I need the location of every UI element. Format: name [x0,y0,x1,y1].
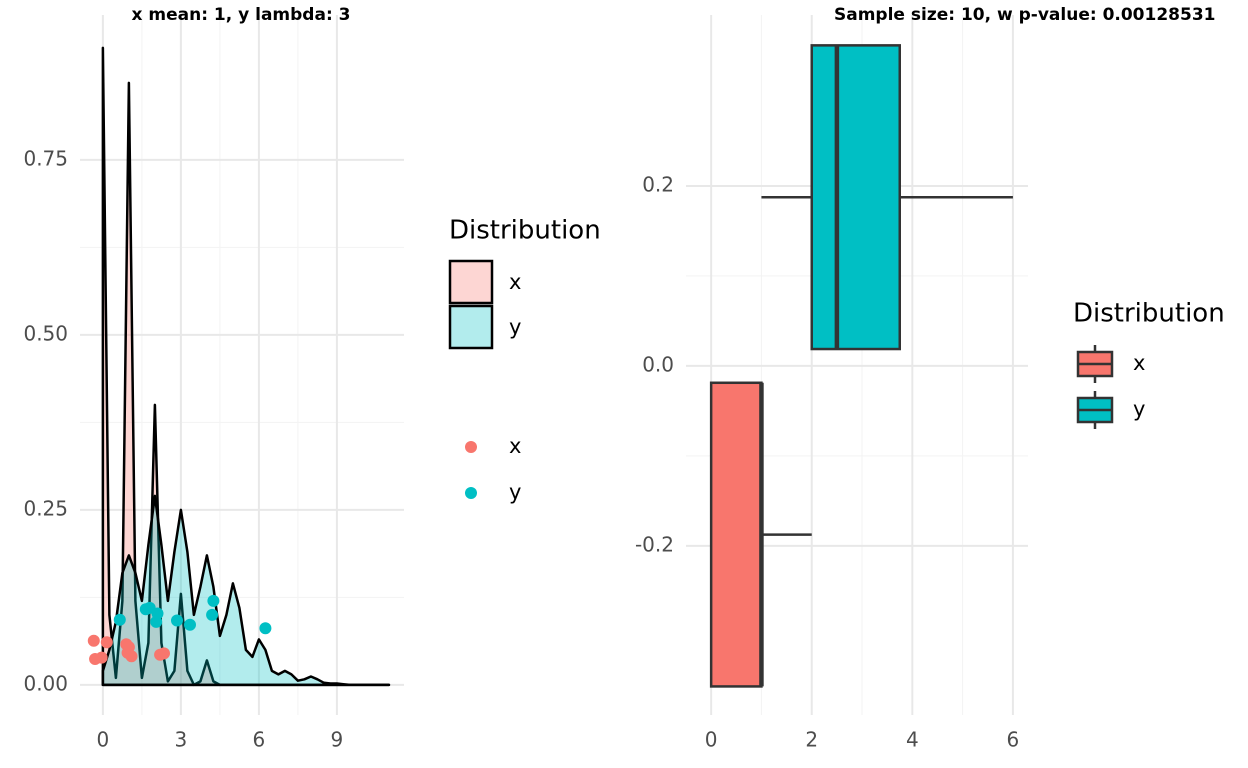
box [810,44,901,351]
y-tick-label: 0.2 [642,172,674,196]
legend-label: x [509,434,521,458]
legend-key [448,259,494,305]
y-tick-label: 0.50 [23,321,68,345]
x-tick-label: 6 [1007,728,1020,752]
legend-title: Distribution [1073,299,1225,329]
y-tick-label: 0.00 [23,671,68,695]
x-tick-label: 9 [331,728,344,752]
point [170,614,183,627]
y-tick-label: 0.25 [23,496,68,520]
legend-label: x [1133,351,1145,375]
y-tick-label: 0.0 [642,352,674,376]
point [207,594,220,607]
x-tick-label: 2 [805,728,818,752]
point [206,608,219,621]
point [183,618,196,631]
x-tick-label: 3 [175,728,188,752]
point [151,607,164,620]
legend-key [465,487,477,499]
point [157,647,170,660]
point [259,622,272,635]
legend-key [465,441,477,453]
box [709,381,763,688]
legend-label: y [509,480,521,504]
legend-title: Distribution [449,216,601,246]
x-tick-label: 4 [906,728,919,752]
chart-title: Sample size: 10, w p-value: 0.00128531 [834,5,1216,25]
point [87,634,100,647]
y-tick-label: 0.75 [23,146,68,170]
density-area [101,494,391,687]
legend-label: y [1133,397,1145,421]
point [113,613,126,626]
x-tick-label: 6 [253,728,266,752]
point [95,651,108,664]
legend-label: y [509,315,521,339]
point [125,650,138,663]
x-tick-label: 0 [705,728,718,752]
legend-label: x [509,270,521,294]
legend-key [448,304,494,350]
chart-title: x mean: 1, y lambda: 3 [132,5,351,25]
y-tick-label: -0.2 [635,532,674,556]
x-tick-label: 0 [97,728,110,752]
point [100,636,113,649]
